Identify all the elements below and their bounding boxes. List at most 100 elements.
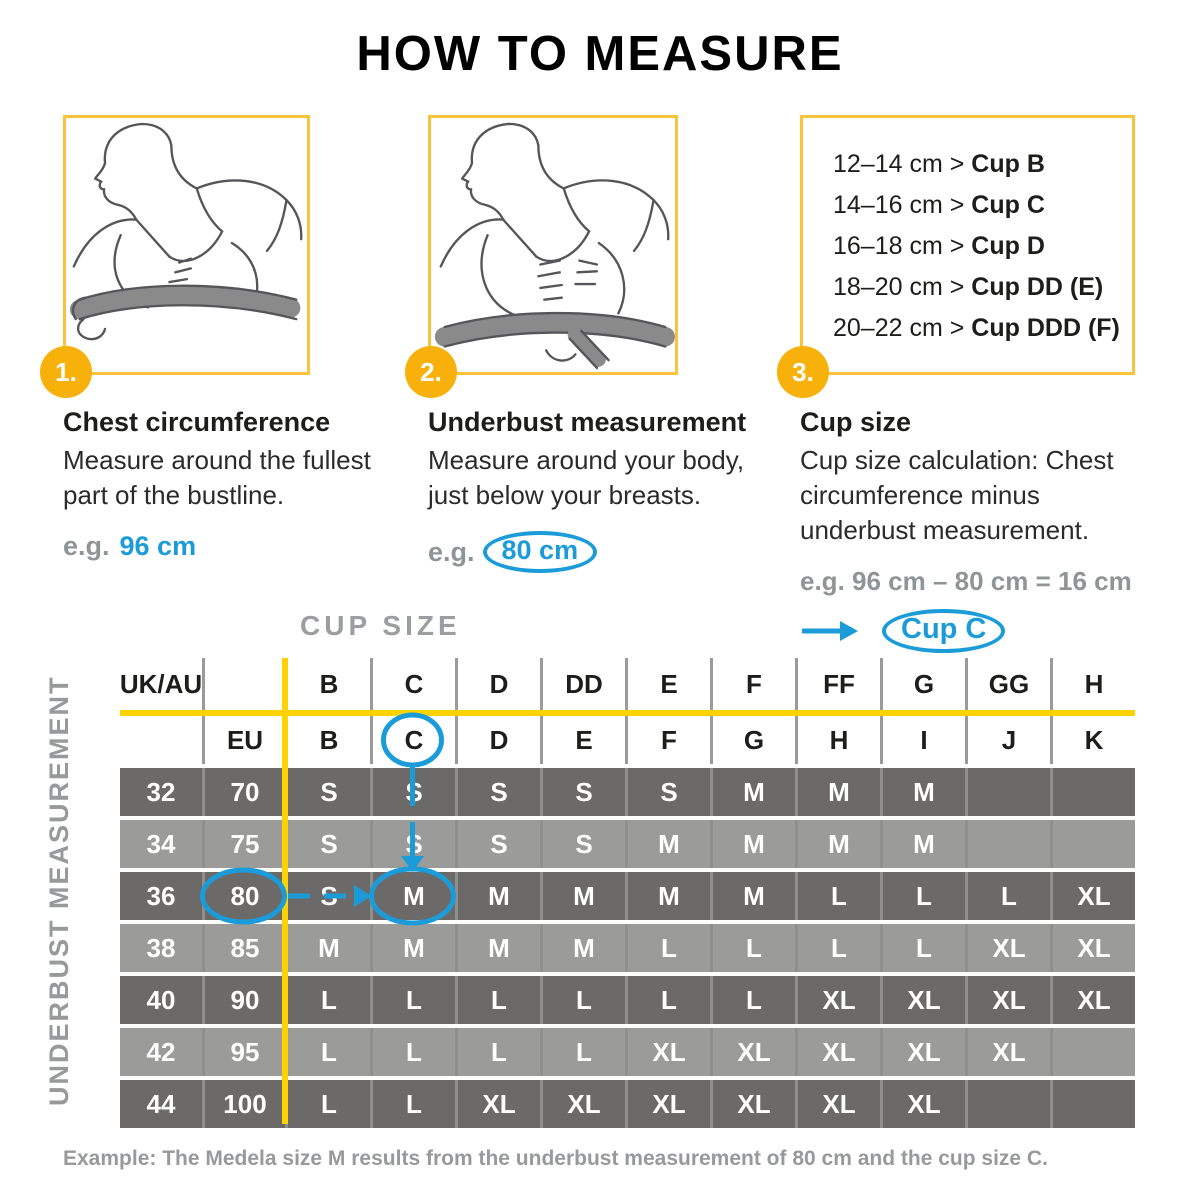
uk-size-cell: 34 (120, 820, 202, 868)
size-table: UK/AU B C D DD E F FF G GG H EU B C D E … (120, 658, 1135, 1128)
size-cell (965, 768, 1050, 816)
size-cell: XL (710, 1080, 795, 1128)
size-cell: XL (880, 976, 965, 1024)
size-cell: L (540, 976, 625, 1024)
size-cell: XL (795, 1028, 880, 1076)
table-row: 34 75 S S S S M M M M (120, 820, 1135, 868)
header-cell: FF (795, 658, 880, 710)
cup-result-highlight-oval: Cup C (882, 609, 1006, 653)
header-cell: C (370, 658, 455, 710)
header-cell: UK/AU (120, 658, 202, 710)
header-row-ukau: UK/AU B C D DD E F FF G GG H (120, 658, 1135, 710)
size-cell: XL (710, 1028, 795, 1076)
size-cell: XL (965, 1028, 1050, 1076)
size-cell: XL (1050, 872, 1135, 920)
size-cell: S (625, 768, 710, 816)
cup-ref-item: 18–20 cm > Cup DD (E) (833, 267, 1132, 308)
cup-ref-range: 14–16 cm > (833, 191, 965, 219)
size-cell (1050, 768, 1135, 816)
cup-ref-range: 16–18 cm > (833, 232, 965, 260)
size-cell: L (625, 924, 710, 972)
cup-ref-cup: Cup D (971, 232, 1045, 260)
cup-ref-cup: Cup B (971, 150, 1045, 178)
step-3-section: 12–14 cm > Cup B 14–16 cm > Cup C 16–18 … (777, 115, 1140, 653)
header-cell: H (795, 716, 880, 764)
size-cell: L (370, 976, 455, 1024)
size-cell: L (285, 1080, 370, 1128)
size-cell: L (880, 872, 965, 920)
step-2-section: 2. Underbust measurement Measure around … (405, 115, 773, 573)
uk-size-cell: 44 (120, 1080, 202, 1128)
size-cell: M (455, 924, 540, 972)
size-cell: L (370, 1080, 455, 1128)
size-cell: S (455, 820, 540, 868)
size-cell: M (710, 820, 795, 868)
size-cell: XL (625, 1028, 710, 1076)
header-cell: C (370, 716, 455, 764)
header-cell (120, 716, 202, 764)
cup-size-reference-list: 12–14 cm > Cup B 14–16 cm > Cup C 16–18 … (803, 118, 1132, 349)
table-row: 42 95 L L L L XL XL XL XL XL (120, 1028, 1135, 1076)
eu-size-cell: 75 (202, 820, 285, 868)
eu-size-cell: 95 (202, 1028, 285, 1076)
cup-ref-item: 16–18 cm > Cup D (833, 226, 1132, 267)
underbust-value-highlight-oval: 80 cm (482, 531, 598, 573)
footer-example-text: Example: The Medela size M results from … (63, 1147, 1048, 1170)
arrow-right-icon (802, 621, 858, 641)
size-cell: M (540, 872, 625, 920)
size-cell: L (795, 924, 880, 972)
eu-size-cell: 85 (202, 924, 285, 972)
size-cell: L (710, 976, 795, 1024)
chest-measure-illustration (69, 122, 307, 341)
size-cell: S (285, 768, 370, 816)
header-cell: B (285, 658, 370, 710)
underbust-axis-label: UNDERBUST MEASUREMENT (44, 675, 74, 1107)
header-cell: H (1050, 658, 1135, 710)
size-cell (1050, 820, 1135, 868)
header-cell: D (455, 658, 540, 710)
step-2-badge: 2. (405, 346, 457, 398)
cup-ref-range: 18–20 cm > (833, 273, 965, 301)
size-cell: M (880, 820, 965, 868)
size-cell: M (880, 768, 965, 816)
size-cell: L (880, 924, 965, 972)
size-cell (965, 1080, 1050, 1128)
table-row: 38 85 M M M M L L L L XL XL (120, 924, 1135, 972)
size-cell (1050, 1028, 1135, 1076)
cup-ref-item: 12–14 cm > Cup B (833, 144, 1132, 185)
cup-ref-cup: Cup DD (E) (971, 273, 1104, 301)
size-cell: L (285, 1028, 370, 1076)
table-row: 40 90 L L L L L L XL XL XL XL (120, 976, 1135, 1024)
step-1-badge: 1. (40, 346, 92, 398)
size-cell: XL (795, 1080, 880, 1128)
cup-ref-cup: Cup DDD (F) (971, 314, 1120, 342)
size-cell: XL (880, 1080, 965, 1128)
cup-size-reference-panel: 12–14 cm > Cup B 14–16 cm > Cup C 16–18 … (777, 115, 1135, 398)
step-1-example-value: 96 cm (119, 531, 197, 561)
table-row: 44 100 L L XL XL XL XL XL XL (120, 1080, 1135, 1128)
step-1-body: Measure around the fullest part of the b… (63, 445, 371, 510)
header-cell: K (1050, 716, 1135, 764)
step-1-section: 1. Chest circumference Measure around th… (40, 115, 408, 562)
size-cell: S (285, 872, 370, 920)
size-cell (965, 820, 1050, 868)
size-cell: XL (965, 976, 1050, 1024)
step-1-example-prefix: e.g. (63, 531, 110, 561)
cup-ref-range: 12–14 cm > (833, 150, 965, 178)
cup-ref-item: 14–16 cm > Cup C (833, 185, 1132, 226)
step-2-example-prefix: e.g. (428, 536, 475, 567)
header-row-eu: EU B C D E F G H I J K (120, 716, 1135, 764)
header-cell: G (710, 716, 795, 764)
size-cell: L (285, 976, 370, 1024)
size-cell: XL (455, 1080, 540, 1128)
size-cell: M (285, 924, 370, 972)
underbust-measure-illustration (434, 122, 675, 372)
size-cell: M (370, 872, 455, 920)
header-cell: GG (965, 658, 1050, 710)
size-cell: M (540, 924, 625, 972)
size-cell: M (710, 768, 795, 816)
eu-size-cell: 80 (202, 872, 285, 920)
size-cell: S (285, 820, 370, 868)
step-2-example-value: 80 cm (501, 535, 579, 565)
